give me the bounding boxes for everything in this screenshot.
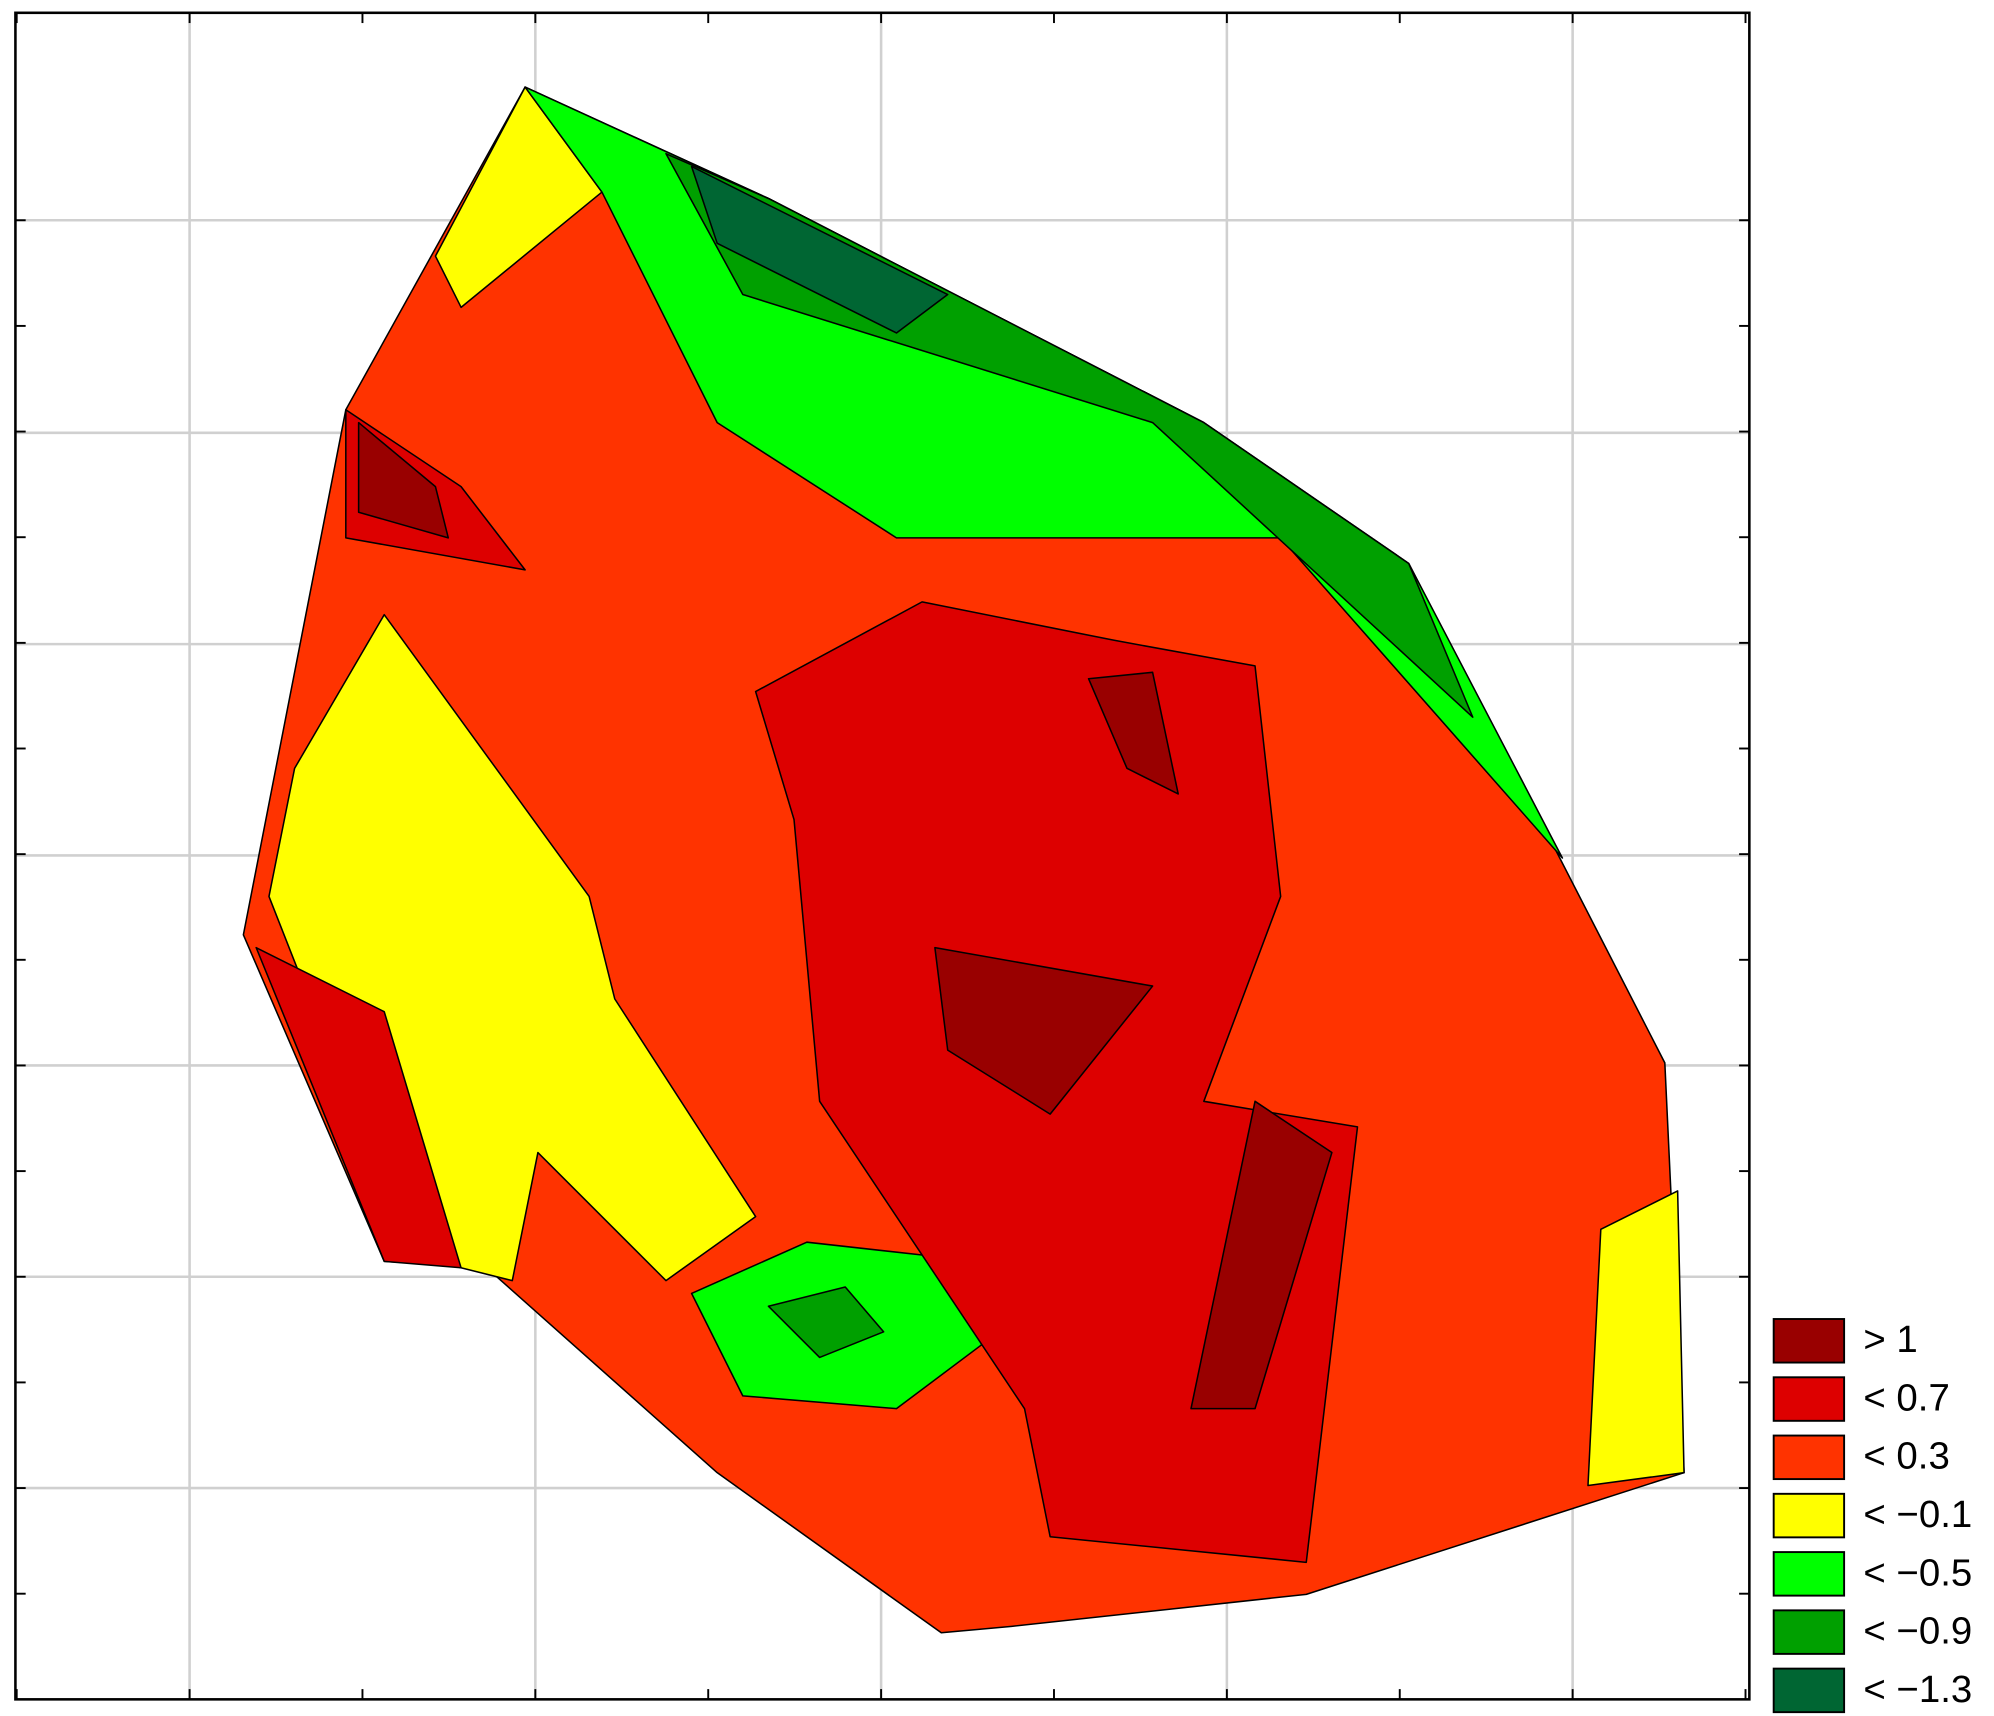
- contour-region: [767, 1286, 885, 1359]
- legend-label: < 0.7: [1863, 1376, 1950, 1419]
- legend-swatch: [1772, 1667, 1846, 1714]
- legend-label: < −0.1: [1863, 1493, 1972, 1536]
- legend-label: < −0.9: [1863, 1610, 1972, 1653]
- plot-frame: [14, 11, 1751, 1701]
- legend: > 1 < 0.7 < 0.3 < −0.1 < −0.5 < −0.9 < −1.3: [1772, 1318, 1972, 1714]
- legend-label: < −0.5: [1863, 1551, 1972, 1594]
- contour-region: [357, 421, 450, 539]
- contour-region: [255, 946, 462, 1269]
- legend-swatch: [1772, 1492, 1846, 1539]
- legend-label: > 1: [1863, 1318, 1917, 1361]
- contour-regions: [242, 86, 1685, 1634]
- legend-swatch: [1772, 1551, 1846, 1597]
- contour-region: [1190, 1100, 1333, 1410]
- ticks: [15, 12, 1750, 1700]
- legend-label: < 0.3: [1863, 1435, 1950, 1478]
- contour-region: [690, 165, 949, 334]
- legend-swatch: [1772, 1318, 1846, 1364]
- legend-swatch: [1772, 1609, 1846, 1655]
- legend-label: < −1.3: [1863, 1668, 1972, 1711]
- contour-region: [1087, 671, 1179, 795]
- contour-region: [1587, 1190, 1685, 1487]
- contour-region: [934, 946, 1154, 1115]
- legend-swatch: [1772, 1434, 1846, 1481]
- legend-swatch: [1772, 1376, 1846, 1422]
